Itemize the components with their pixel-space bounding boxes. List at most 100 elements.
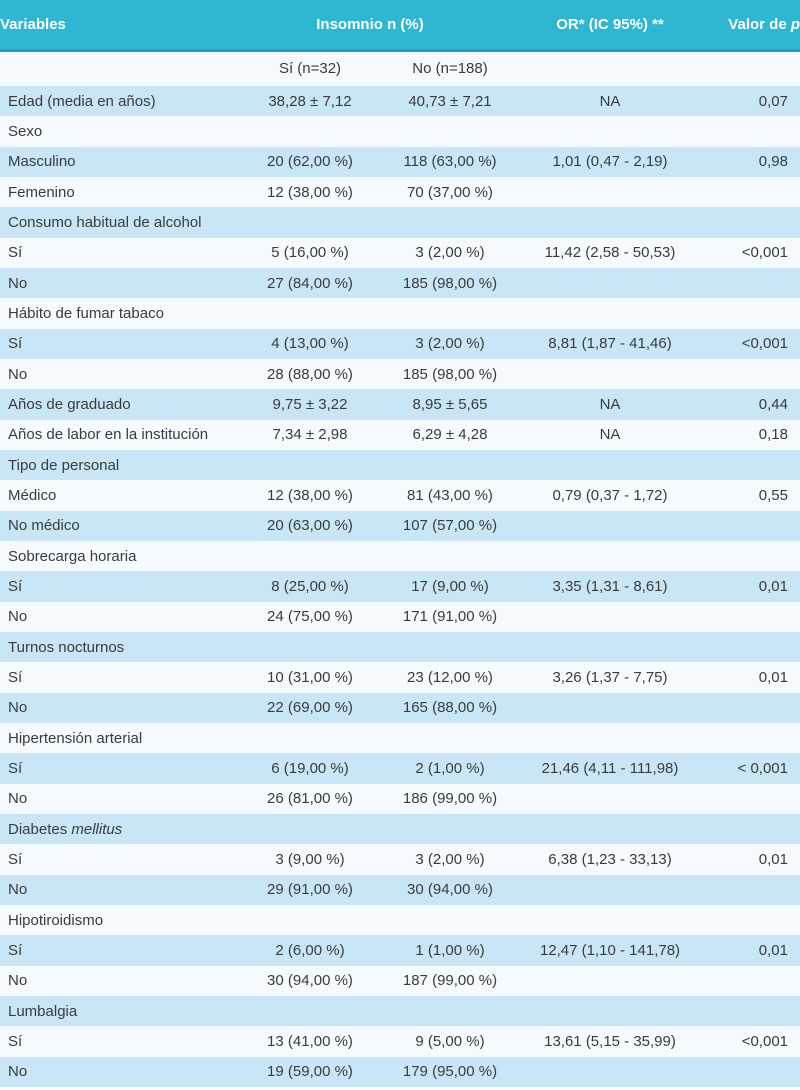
cell-variable: Hipertensión arterial: [0, 723, 230, 753]
row-label: Sí: [8, 577, 23, 595]
cell-or-ic: 3,26 (1,37 - 7,75): [552, 668, 668, 686]
cell-or-ic: [510, 784, 710, 814]
table-row: Sí 8 (25,00 %) 17 (9,00 %) 3,35 (1,31 - 8,6…: [0, 571, 800, 602]
cell-insomnio-no: [390, 207, 510, 237]
cell-variable: No: [0, 693, 230, 723]
cell-variable: Médico: [0, 480, 230, 510]
cell-valor-p: 0,01: [758, 850, 788, 868]
row-label: Edad (media en años): [8, 92, 156, 110]
cell-insomnio-si: 27 (84,00 %): [267, 274, 353, 292]
cell-insomnio-si: 20 (63,00 %): [267, 517, 353, 535]
cell-variable: Sí: [0, 935, 230, 965]
category-row: Hipotiroidismo: [0, 904, 800, 936]
cell-or-ic: [510, 541, 710, 571]
category-row: Hábito de fumar tabaco: [0, 298, 800, 329]
cell-valor-p: [710, 996, 800, 1026]
cell-insomnio-no: [390, 632, 510, 662]
cell-or-ic: [510, 177, 710, 207]
cell-or-ic: 8,81 (1,87 - 41,46): [548, 335, 672, 353]
cell-valor-p: [710, 905, 800, 935]
cell-variable: No: [0, 875, 230, 905]
cell-or-ic: 6,38 (1,23 - 33,13): [548, 850, 672, 868]
cell-valor-p: 0,55: [758, 486, 788, 504]
cell-variable: No: [0, 1057, 230, 1087]
cell-insomnio-no: 70 (37,00 %): [407, 183, 493, 201]
table-row: Sí 10 (31,00 %) 23 (12,00 %) 3,26 (1,37 - 7…: [0, 662, 800, 693]
cell-or-ic: [510, 602, 710, 632]
cell-insomnio-no: 107 (57,00 %): [402, 517, 498, 535]
cell-valor-p: [710, 693, 800, 723]
cell-or-ic: [510, 814, 710, 844]
cell-or-ic: NA: [599, 426, 621, 444]
cell-or-ic: 3,35 (1,31 - 8,61): [552, 577, 668, 595]
cell-valor-p: [710, 1057, 800, 1087]
cell-or-ic: [510, 723, 710, 753]
subheader-empty-variables: [0, 50, 230, 86]
cell-valor-p: [710, 359, 800, 389]
cell-insomnio-si: [230, 298, 390, 328]
row-label-italic: mellitus: [71, 820, 123, 838]
row-label: Masculino: [8, 153, 76, 171]
cell-insomnio-no: 118 (63,00 %): [403, 153, 497, 171]
table-row: No 27 (84,00 %) 185 (98,00 %): [0, 267, 800, 299]
subheader-no: No (n=188): [390, 50, 510, 86]
cell-insomnio-si: 26 (81,00 %): [267, 790, 353, 808]
cell-or-ic: [510, 632, 710, 662]
table-row: Masculino 20 (62,00 %) 118 (63,00 %) 1,01 (…: [0, 146, 800, 177]
cell-insomnio-no: 40,73 ± 7,21: [408, 92, 492, 110]
cell-insomnio-si: [230, 814, 390, 844]
cell-or-ic: [510, 450, 710, 480]
table-row: Sí 5 (16,00 %) 3 (2,00 %) 11,42 (2,58 - 50,…: [0, 237, 800, 268]
cell-variable: Hipotiroidismo: [0, 905, 230, 935]
row-label: Sí: [8, 1032, 23, 1050]
cell-valor-p: [710, 784, 800, 814]
row-label: No: [8, 881, 28, 899]
cell-insomnio-si: 8 (25,00 %): [271, 577, 349, 595]
table-row: Sí 3 (9,00 %) 3 (2,00 %) 6,38 (1,23 - 33,13…: [0, 844, 800, 875]
table-row: Edad (media en años) 38,28 ± 7,12 40,73 ± …: [0, 86, 800, 117]
cell-or-ic: [510, 116, 710, 146]
cell-valor-p: 0,01: [758, 668, 788, 686]
cell-valor-p: [710, 298, 800, 328]
cell-or-ic: [510, 693, 710, 723]
cell-variable: Sí: [0, 844, 230, 874]
cell-variable: Sí: [0, 238, 230, 268]
cell-or-ic: 1,01 (0,47 - 2,19): [552, 153, 668, 171]
category-row: Sobrecarga horaria: [0, 540, 800, 572]
cell-valor-p: 0,18: [758, 426, 788, 444]
row-label: Tipo de personal: [8, 456, 120, 474]
cell-insomnio-no: [390, 996, 510, 1026]
row-label: No: [8, 365, 28, 383]
row-label: Sí: [8, 850, 23, 868]
cell-insomnio-si: 29 (91,00 %): [267, 881, 353, 899]
cell-insomnio-si: 6 (19,00 %): [271, 759, 349, 777]
cell-insomnio-no: 185 (98,00 %): [402, 274, 498, 292]
cell-variable: Sexo: [0, 116, 230, 146]
subheader-row: Sí (n=32) No (n=188): [0, 50, 800, 86]
cell-insomnio-no: 30 (94,00 %): [407, 881, 493, 899]
header-row: Variables Insomnio n (%) OR* (IC 95%) **…: [0, 0, 800, 52]
category-row: Lumbalgia: [0, 995, 800, 1027]
row-label: Sí: [8, 335, 23, 353]
cell-insomnio-no: 3 (2,00 %): [415, 244, 485, 262]
cell-variable: No médico: [0, 511, 230, 541]
table-body: Edad (media en años) 38,28 ± 7,12 40,73 ± …: [0, 86, 800, 1087]
cell-or-ic: 13,61 (5,15 - 35,99): [544, 1032, 676, 1050]
valor-p-prefix: Valor de: [728, 15, 791, 33]
category-row: Consumo habitual de alcohol: [0, 207, 800, 238]
col-header-variables: Variables: [0, 0, 230, 52]
cell-or-ic: [510, 875, 710, 905]
table-row: No 26 (81,00 %) 186 (99,00 %): [0, 783, 800, 814]
cell-variable: Masculino: [0, 147, 230, 177]
cell-variable: Sí: [0, 1026, 230, 1056]
table-row: No 30 (94,00 %) 187 (99,00 %): [0, 965, 800, 996]
col-header-valor-p: Valor de p: [710, 0, 800, 52]
cell-variable: Tipo de personal: [0, 450, 230, 480]
cell-or-ic: [510, 1057, 710, 1087]
cell-insomnio-no: [390, 905, 510, 935]
cell-or-ic: 12,47 (1,10 - 141,78): [539, 941, 681, 959]
row-label: No médico: [8, 517, 80, 535]
cell-or-ic: NA: [599, 395, 621, 413]
cell-valor-p: [710, 511, 800, 541]
